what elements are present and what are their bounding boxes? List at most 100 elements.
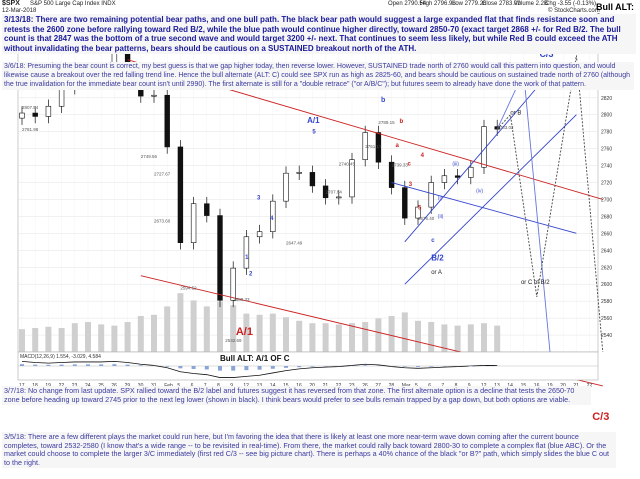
y-tick-label: 2680: [601, 214, 612, 220]
candle-body: [441, 175, 448, 183]
macd-hist-bar: [402, 366, 407, 367]
candle-body: [349, 159, 355, 198]
label-c3-red: C/3: [592, 411, 609, 423]
label-a1-blue: A/1: [307, 116, 320, 125]
volume-bar: [151, 314, 157, 352]
volume-bar: [309, 323, 316, 352]
label-red-5: 5: [418, 206, 422, 212]
price-annotation: 2676.40: [418, 216, 435, 221]
blue-trendline: [391, 182, 577, 234]
macd-line: [21, 360, 498, 378]
macd-hist-bar: [138, 365, 143, 366]
volume-bar: [441, 324, 448, 352]
macd-hist-bar: [270, 366, 275, 369]
volume-bar: [401, 312, 408, 352]
volume-bar: [375, 318, 382, 352]
high-value: High 2796.98: [420, 1, 456, 7]
volume-bar: [217, 301, 223, 352]
candle-body: [375, 132, 382, 163]
macd-legend: MACD(12,26,9) 1.554, -3.029, 4.584: [20, 354, 101, 360]
candle-body: [217, 215, 223, 301]
candle-body: [204, 203, 210, 216]
label-red-b: b: [400, 119, 404, 125]
price-annotation: 2781.98: [22, 127, 39, 132]
y-tick-label: 2740: [601, 164, 612, 170]
bull-alt-macd-label: Bull ALT: A/1 OF C: [220, 354, 290, 363]
candle-body: [494, 126, 500, 130]
price-annotation: 2532.69: [225, 338, 242, 343]
label-iii: (iii): [452, 162, 459, 168]
label-or-a: or A: [431, 270, 442, 276]
candle-body: [19, 112, 25, 119]
y-tick-label: 2580: [601, 299, 612, 305]
label-red-c: c: [407, 162, 411, 168]
note-3-13: 3/13/18: There are two remaining potenti…: [2, 14, 636, 55]
volume-bar: [98, 324, 105, 352]
label-red-3: 3: [409, 182, 413, 188]
volume-bar: [19, 329, 25, 352]
price-annotation: 2740.45: [339, 162, 356, 167]
candle-body: [243, 236, 250, 269]
candle-body: [270, 200, 276, 232]
candle-body: [388, 161, 395, 188]
volume-bar: [230, 305, 237, 352]
label-wave-4: 4: [270, 216, 274, 222]
volume-bar: [335, 324, 342, 352]
candle-body: [454, 175, 461, 178]
price-annotation: 2783.02: [497, 125, 514, 130]
volume-bar: [388, 316, 395, 352]
y-tick-label: 2780: [601, 130, 612, 136]
macd-hist-bar: [33, 364, 38, 366]
label-wave-2: 2: [249, 272, 253, 278]
y-tick-label: 2820: [601, 96, 612, 102]
label-iv: (iv): [476, 189, 483, 195]
volume-bar: [415, 320, 421, 352]
open-value: Open 2790.54: [388, 1, 427, 7]
volume-bar: [362, 322, 369, 352]
price-annotation: 2673.60: [154, 218, 171, 223]
change-value: Chg -3.55 (-0.13%): [545, 1, 597, 7]
y-tick-label: 2540: [601, 333, 612, 339]
volume-bar: [32, 328, 39, 352]
macd-hist-bar: [244, 366, 249, 371]
price-annotation: 2707.64: [326, 190, 343, 195]
candle-body: [32, 112, 38, 117]
volume-bar: [85, 322, 91, 352]
candle-body: [468, 166, 474, 178]
price-annotation: 2761.17: [365, 144, 382, 149]
y-tick-label: 2720: [601, 181, 612, 187]
macd-hist-bar: [72, 364, 77, 366]
label-red-a: a: [396, 143, 400, 149]
macd-hist-bar: [257, 366, 262, 370]
label-c: c: [431, 238, 435, 244]
volume-bar: [481, 323, 487, 352]
label-i: (i): [438, 195, 443, 201]
macd-hist-bar: [416, 366, 420, 367]
symbol: $SPX: [2, 0, 20, 7]
price-annotation: 2807.54: [22, 105, 39, 110]
close-value: Close 2783.02: [482, 1, 521, 7]
candle-body: [428, 182, 434, 208]
volume-bar: [454, 325, 461, 352]
candle-body: [45, 105, 52, 117]
volume-bar: [494, 325, 501, 352]
label-wave-1: 1: [245, 255, 249, 261]
label-or-c-b2: or C of B/2: [521, 280, 550, 286]
price-annotation: 2749.56: [141, 154, 158, 159]
candle-body: [151, 94, 157, 97]
price-annotation: 2580.33: [233, 297, 250, 302]
candle-body: [164, 94, 170, 148]
blue-channel-lower: [404, 114, 577, 285]
macd-hist-bar: [204, 366, 209, 370]
label-or-b: or B: [510, 111, 521, 117]
candle-body: [256, 231, 263, 238]
volume-value: Volume 2.2B: [514, 1, 549, 7]
label-a1-red: A/1: [236, 326, 253, 338]
label-ii: (ii): [438, 214, 444, 220]
y-tick-label: 2800: [601, 113, 612, 119]
candle-body: [58, 87, 65, 107]
y-tick-label: 2700: [601, 197, 612, 203]
candle-body: [322, 185, 329, 199]
macd-hist-bar: [468, 366, 473, 367]
volume-bar: [269, 313, 276, 352]
